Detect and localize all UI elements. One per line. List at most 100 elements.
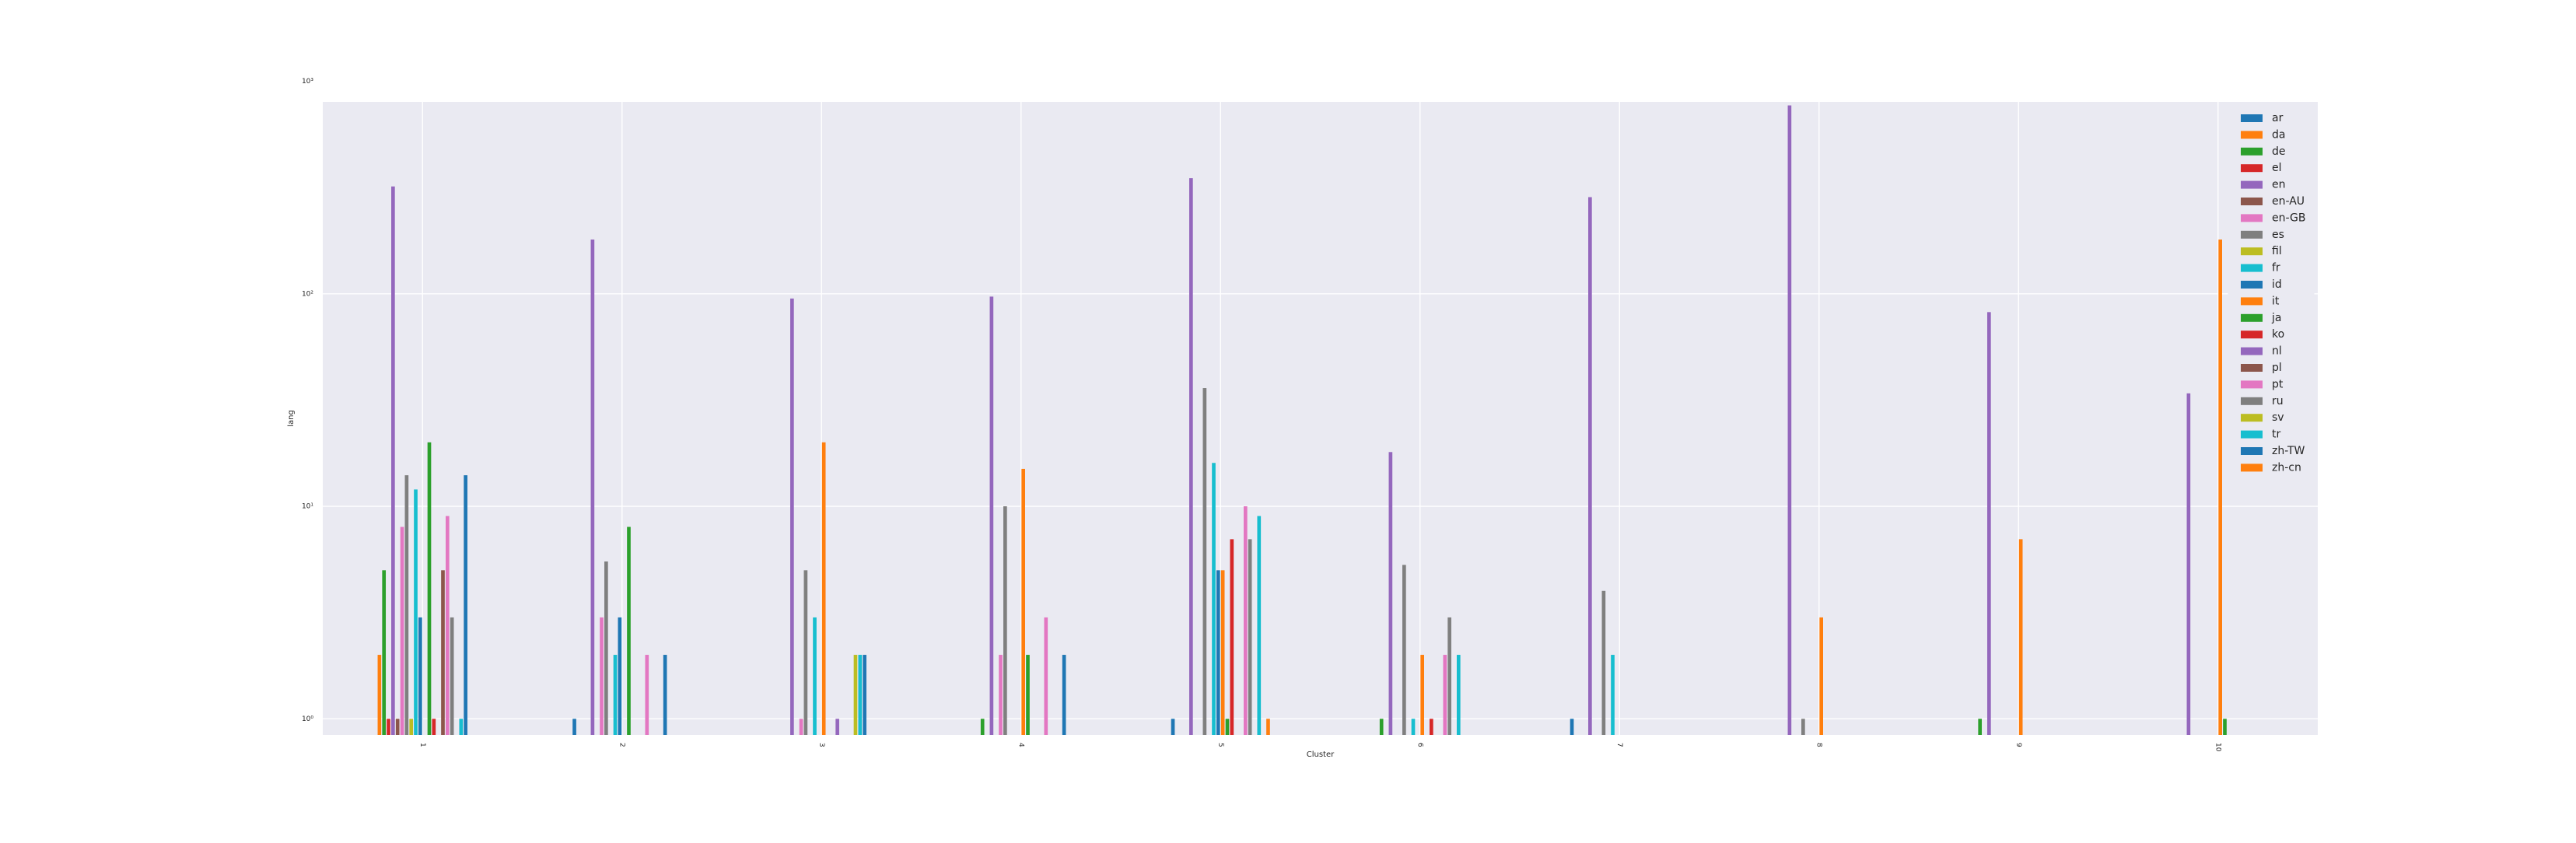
legend-label: fr xyxy=(2272,262,2280,275)
bar xyxy=(459,719,464,735)
legend-swatch xyxy=(2241,180,2263,189)
series-pt xyxy=(445,506,1447,735)
legend-item-en-AU: en-AU xyxy=(2241,195,2305,208)
legend-item-tr: tr xyxy=(2241,428,2280,441)
bar xyxy=(377,655,382,735)
legend-item-ru: ru xyxy=(2241,395,2284,408)
bar xyxy=(590,240,595,736)
legend-swatch xyxy=(2241,463,2263,472)
bar xyxy=(618,617,622,735)
bar xyxy=(1456,655,1461,735)
legend-swatch xyxy=(2241,264,2263,272)
bar xyxy=(2223,719,2227,735)
bar xyxy=(1266,719,1270,735)
bar xyxy=(450,617,454,735)
legend-item-pl: pl xyxy=(2241,362,2282,374)
y-axis-label: lang xyxy=(287,410,296,427)
x-tick-label: 5 xyxy=(1216,743,1224,747)
series-ja xyxy=(427,442,2227,735)
legend-item-el: el xyxy=(2241,162,2282,174)
legend-label: pl xyxy=(2272,362,2282,374)
bar xyxy=(427,442,432,735)
bar xyxy=(627,526,631,735)
bar xyxy=(645,655,649,735)
bar xyxy=(1044,617,1048,735)
legend-swatch xyxy=(2241,331,2263,339)
legend-item-nl: nl xyxy=(2241,345,2282,358)
y-tick-labels: 10⁰ 10¹ 10² 10³ xyxy=(302,78,313,723)
x-tick-labels: 1 2 3 4 5 6 7 8 9 10 xyxy=(418,743,2222,752)
bar xyxy=(400,526,404,735)
legend-swatch xyxy=(2241,164,2263,173)
series-en xyxy=(391,105,2191,736)
grid xyxy=(323,80,2318,735)
legend-swatch xyxy=(2241,430,2263,439)
bar xyxy=(1026,655,1030,735)
bar xyxy=(613,655,618,735)
legend-swatch xyxy=(2241,297,2263,306)
legend-label: ar xyxy=(2272,112,2284,124)
bar xyxy=(1420,655,1424,735)
bar xyxy=(404,475,409,735)
legend-swatch xyxy=(2241,114,2263,122)
legend-label: id xyxy=(2272,278,2282,291)
bar xyxy=(391,186,395,736)
bar xyxy=(1447,617,1451,735)
bar xyxy=(418,617,422,735)
bar xyxy=(1021,468,1025,735)
bar xyxy=(414,489,418,735)
legend-item-zh-TW: zh-TW xyxy=(2241,445,2305,457)
legend-item-sv: sv xyxy=(2241,411,2284,424)
bar xyxy=(1379,719,1384,735)
series-fil xyxy=(409,719,414,735)
legend-swatch xyxy=(2241,198,2263,205)
legend-swatch xyxy=(2241,447,2263,455)
legend-swatch xyxy=(2241,281,2263,289)
bar xyxy=(799,719,803,735)
legend-item-es: es xyxy=(2241,229,2284,241)
bar xyxy=(441,570,445,735)
bar xyxy=(1570,719,1574,735)
legend-label: pt xyxy=(2272,378,2284,390)
series-da xyxy=(377,655,382,735)
series-zh-cn xyxy=(1266,719,1270,735)
legend-swatch xyxy=(2241,313,2263,322)
bar xyxy=(1787,105,1792,736)
legend-label: fil xyxy=(2272,245,2282,257)
y-tick-label: 10³ xyxy=(302,78,313,86)
bar xyxy=(2186,393,2191,735)
legend-swatch xyxy=(2241,414,2263,422)
bar xyxy=(858,655,863,735)
bar xyxy=(1819,617,1823,735)
bar xyxy=(604,561,608,735)
bar xyxy=(813,617,817,735)
bar xyxy=(989,296,994,736)
series-nl xyxy=(835,719,839,735)
x-tick-label: 1 xyxy=(418,743,426,747)
legend-frame xyxy=(2228,106,2315,483)
bar xyxy=(1216,570,1220,735)
legend-swatch xyxy=(2241,347,2263,355)
bar xyxy=(1987,312,1991,735)
series-sv xyxy=(853,655,858,735)
bar xyxy=(1402,565,1406,735)
legend-swatch xyxy=(2241,380,2263,389)
bar xyxy=(387,719,390,735)
x-tick-label: 3 xyxy=(817,743,825,747)
legend-label: de xyxy=(2272,145,2286,158)
legend-label: zh-cn xyxy=(2272,461,2301,474)
bar xyxy=(821,442,826,735)
series-it xyxy=(821,240,2222,736)
bar xyxy=(572,719,576,735)
bar xyxy=(409,719,414,735)
legend-label: ja xyxy=(2271,312,2281,324)
legend-swatch xyxy=(2241,214,2263,222)
bar xyxy=(790,298,794,735)
bar xyxy=(1243,506,1248,735)
bar xyxy=(980,719,985,735)
series-el xyxy=(387,719,390,735)
series-de xyxy=(382,570,1983,735)
bar xyxy=(1588,197,1592,735)
